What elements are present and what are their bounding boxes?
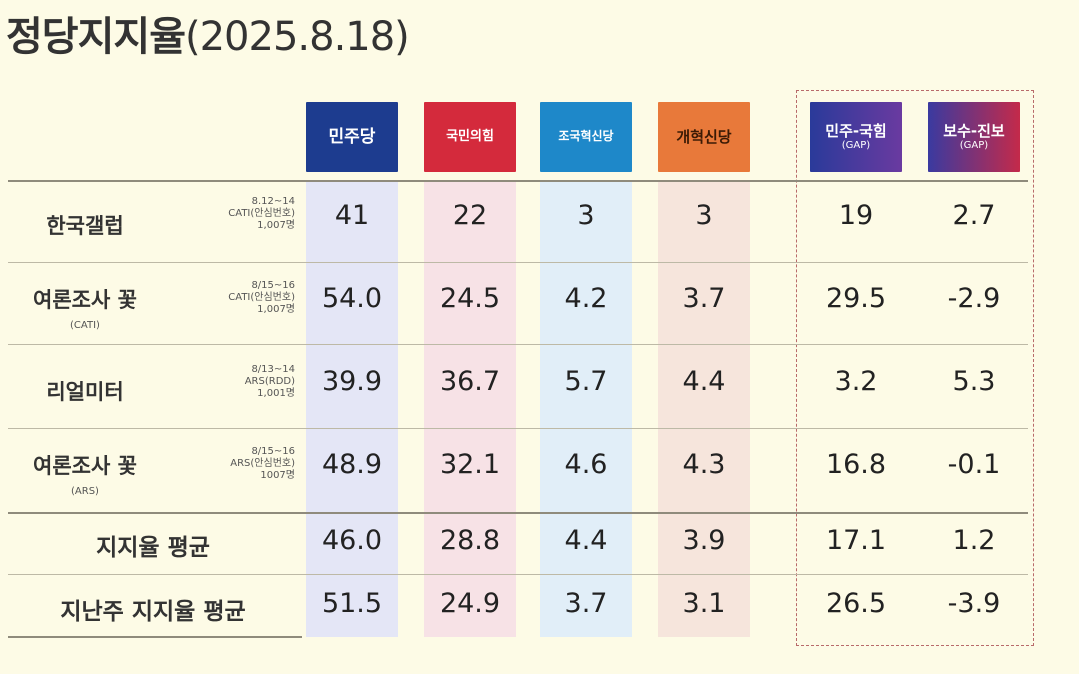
poll-meta: 8/15~16 ARS(안심번호) 1007명: [160, 446, 295, 482]
table-cell: 36.7: [439, 366, 501, 397]
table-cell: 5.7: [564, 366, 608, 397]
pollster-name: 리얼미터: [0, 376, 170, 406]
table-cell: 51.5: [321, 588, 383, 619]
table-cell: 4.4: [682, 366, 726, 397]
table-cell: 46.0: [321, 525, 383, 556]
pollster-name: 한국갤럽: [0, 210, 170, 240]
table-cell: 3.2: [834, 366, 878, 397]
header-label: 개혁신당: [676, 127, 732, 146]
rule: [8, 344, 1028, 345]
summary-label-average: 지지율 평균: [96, 535, 210, 561]
poll-dates: 8.12~14: [251, 196, 295, 207]
table-cell: -2.9: [947, 283, 1001, 314]
rule: [8, 574, 1028, 575]
table-cell: 17.1: [825, 525, 887, 556]
column-tint-rebuilding: [540, 182, 632, 637]
page-title: 정당지지율(2025.8.18): [6, 4, 410, 62]
header-sublabel: (GAP): [959, 139, 989, 151]
column-tint-reform: [658, 182, 750, 637]
header-reform: 개혁신당: [658, 102, 750, 172]
table-cell: 24.9: [439, 588, 501, 619]
table-cell: 39.9: [321, 366, 383, 397]
header-label: 국민의힘: [446, 128, 494, 144]
poll-dates: 8/13~14: [251, 364, 295, 375]
poll-dates: 8/15~16: [251, 280, 295, 291]
table-cell: 4.3: [682, 449, 726, 480]
table-cell: 5.3: [952, 366, 996, 397]
header-gap-dem-ppp: 민주-국힘 (GAP): [810, 102, 902, 172]
pollster-name: 여론조사 꽃 (ARS): [0, 450, 170, 497]
table-cell: 24.5: [439, 283, 501, 314]
poll-sample: 1,001명: [257, 388, 295, 399]
column-tint-ppp: [424, 182, 516, 637]
pollster-label: 여론조사 꽃: [33, 454, 137, 478]
poll-method: ARS(안심번호): [230, 458, 295, 469]
table-cell: -3.9: [947, 588, 1001, 619]
gap-columns-frame: [796, 90, 1034, 646]
table-cell: 54.0: [321, 283, 383, 314]
table-cell: 4.6: [564, 449, 608, 480]
rule: [8, 262, 1028, 263]
table-cell: 19: [838, 200, 874, 231]
header-label: 민주-국힘: [825, 122, 887, 141]
header-gap-cons-prog: 보수-진보 (GAP): [928, 102, 1020, 172]
poll-sample: 1007명: [260, 470, 295, 481]
table-cell: 16.8: [825, 449, 887, 480]
table-cell: 4.2: [564, 283, 608, 314]
table-cell: 2.7: [952, 200, 996, 231]
pollster-name: 여론조사 꽃 (CATI): [0, 284, 170, 331]
header-label: 민주당: [328, 126, 376, 147]
poll-meta: 8.12~14 CATI(안심번호) 1,007명: [160, 196, 295, 232]
pollster-label: 한국갤럽: [46, 214, 124, 238]
table-cell: -0.1: [947, 449, 1001, 480]
table-cell: 28.8: [439, 525, 501, 556]
header-sublabel: (GAP): [841, 139, 871, 151]
poll-method: CATI(안심번호): [228, 292, 295, 303]
table-cell: 32.1: [439, 449, 501, 480]
table-cell: 1.2: [952, 525, 996, 556]
pollster-sublabel: (ARS): [71, 486, 99, 497]
column-tint-democratic: [306, 182, 398, 637]
rule-summary: [8, 512, 1028, 514]
table-cell: 3.7: [564, 588, 608, 619]
title-date: (2025.8.18): [185, 14, 410, 60]
poll-sample: 1,007명: [257, 220, 295, 231]
poll-sample: 1,007명: [257, 304, 295, 315]
header-democratic: 민주당: [306, 102, 398, 172]
table-cell: 22: [452, 200, 488, 231]
rule: [8, 428, 1028, 429]
pollster-sublabel: (CATI): [70, 320, 100, 331]
table-cell: 3.7: [682, 283, 726, 314]
table-cell: 3.9: [682, 525, 726, 556]
title-text: 정당지지율: [6, 14, 186, 60]
summary-label-last-week: 지난주 지지율 평균: [60, 599, 246, 625]
rule-bottom: [8, 636, 302, 638]
poll-dates: 8/15~16: [251, 446, 295, 457]
table-cell: 4.4: [564, 525, 608, 556]
table-cell: 26.5: [825, 588, 887, 619]
poll-method: CATI(안심번호): [228, 208, 295, 219]
pollster-label: 리얼미터: [46, 380, 124, 404]
poll-meta: 8/13~14 ARS(RDD) 1,001명: [160, 364, 295, 400]
table-cell: 41: [334, 200, 370, 231]
table-cell: 48.9: [321, 449, 383, 480]
header-ppp: 국민의힘: [424, 102, 516, 172]
table-cell: 3: [695, 200, 713, 231]
header-rebuilding: 조국혁신당: [540, 102, 632, 172]
rule-header: [8, 180, 1028, 182]
header-label: 조국혁신당: [558, 129, 614, 144]
poll-method: ARS(RDD): [244, 376, 295, 387]
pollster-label: 여론조사 꽃: [33, 288, 137, 312]
table-cell: 3.1: [682, 588, 726, 619]
table-cell: 3: [577, 200, 595, 231]
header-label: 보수-진보: [943, 122, 1005, 141]
table-cell: 29.5: [825, 283, 887, 314]
poll-meta: 8/15~16 CATI(안심번호) 1,007명: [160, 280, 295, 316]
